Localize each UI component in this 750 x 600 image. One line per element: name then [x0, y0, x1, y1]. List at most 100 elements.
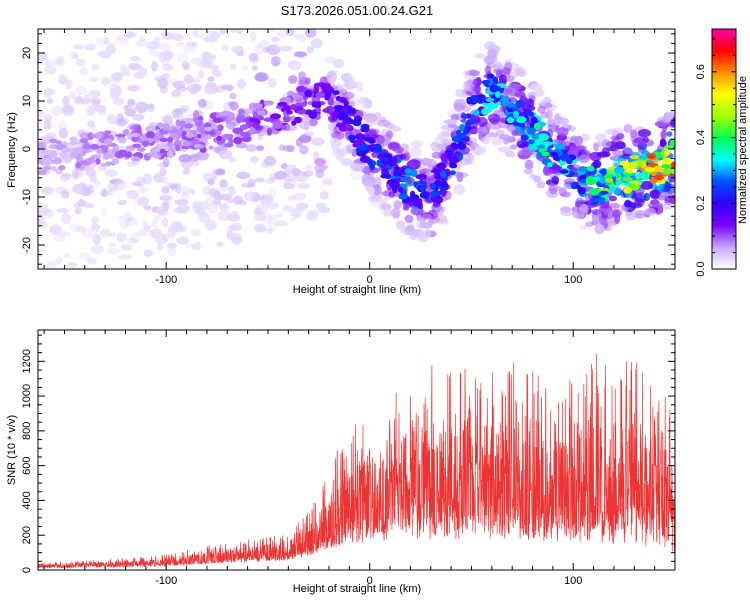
spectrogram-cell: [423, 158, 437, 168]
spectrogram-ridge-cell: [136, 126, 142, 134]
snr-series-line: [38, 353, 675, 569]
spectrogram-cell: [38, 109, 46, 119]
spectrogram-ridge-cell: [419, 191, 430, 199]
spectrogram-cell: [548, 185, 562, 192]
spectrogram-cell: [215, 168, 226, 176]
spectrogram-cell: [219, 29, 227, 35]
spectrogram-ridge-cell: [457, 140, 464, 148]
spectrogram-cell: [281, 205, 294, 212]
spectrogram-cell: [274, 219, 289, 227]
spectrogram-ridge-cell: [577, 187, 586, 195]
spectrogram-ridge-cell: [481, 80, 491, 85]
spectrogram-cell: [204, 219, 217, 231]
spectrogram-ridge-cell: [304, 89, 313, 98]
spectrogram-cell: [296, 205, 307, 212]
spectrogram-ridge-cell: [104, 138, 113, 146]
colorbar-tick-label: 0.4: [695, 130, 707, 145]
spectrogram-ridge-cell: [400, 176, 409, 182]
spectrogram-cell: [137, 67, 148, 77]
spectrogram-cell: [361, 102, 370, 109]
spectrogram-cell: [202, 172, 212, 182]
spectrogram-cell: [235, 29, 244, 34]
spectrogram-cell: [74, 208, 82, 215]
spectrogram-cell: [107, 248, 121, 255]
spectrogram-cell: [594, 224, 605, 235]
spectrogram-cell: [190, 228, 202, 237]
spectrogram-cell: [41, 187, 55, 196]
spectrogram-cell: [42, 59, 50, 69]
spectrogram-ridge-cell: [38, 141, 47, 149]
spectrogram-cell: [616, 132, 625, 140]
spectrogram-cell: [166, 182, 178, 188]
spectrogram-ridge-cell: [308, 111, 318, 119]
spectrogram-ridge-cell: [661, 164, 672, 169]
y-tick-label: 0: [21, 567, 33, 573]
spectrogram-ridge-cell: [417, 201, 423, 210]
spectrogram-cell: [250, 31, 257, 42]
spectrogram-cell: [143, 205, 152, 211]
spectrogram-ridge-cell: [200, 133, 207, 138]
spectrogram-ridge-cell: [635, 172, 646, 179]
spectrogram-cell: [153, 215, 162, 221]
spectrogram-cell: [205, 81, 217, 89]
spectrogram-cell: [68, 50, 78, 60]
spectrogram-ridge-cell: [122, 129, 129, 135]
spectrogram-ridge-cell: [644, 167, 655, 173]
spectrogram-ridge-cell: [547, 162, 553, 168]
spectrogram-ridge-cell: [162, 123, 170, 132]
spectrogram-cell: [229, 101, 239, 111]
spectrogram-cell: [270, 36, 280, 43]
spectrogram-cell: [440, 152, 448, 163]
spectrogram-ridge-cell: [448, 156, 460, 164]
spectrogram-ridge-cell: [615, 179, 622, 186]
spectrogram-ridge-cell: [465, 113, 472, 119]
spectrogram-ridge-cell: [526, 127, 536, 135]
spectrogram-cell: [257, 6, 264, 14]
spectrogram-cell: [91, 216, 100, 224]
spectrogram-cell: [298, 32, 307, 42]
spectrogram-cell: [394, 147, 404, 152]
spectrogram-ridge-cell: [473, 109, 480, 116]
spectrogram-cell: [81, 183, 94, 191]
spectrogram-ridge-cell: [430, 190, 441, 197]
spectrogram-cell: [206, 86, 217, 92]
spectrogram-cell: [79, 66, 89, 77]
spectrogram-cell: [662, 202, 675, 210]
spectrogram-cell: [168, 125, 178, 135]
spectrogram-cell: [186, 83, 200, 94]
spectrogram-ridge-cell: [286, 109, 293, 115]
spectrogram-cell: [249, 9, 260, 19]
spectrogram-ridge-cell: [80, 138, 89, 144]
spectrogram-ridge-cell: [589, 198, 600, 202]
spectrogram-ridge-cell: [240, 131, 251, 138]
spectrogram-cell: [380, 203, 392, 210]
spectrogram-ridge-cell: [449, 170, 456, 176]
spectrogram-cell: [88, 76, 99, 83]
spectrogram-cell: [228, 185, 236, 196]
spectrogram-ridge-cell: [515, 116, 527, 123]
spectrogram-cell: [299, 121, 310, 130]
spectrogram-cell: [211, 68, 220, 74]
spectrogram-ridge-cell: [502, 100, 509, 108]
spectrogram-cell: [100, 206, 108, 218]
spectrogram-ridge-cell: [392, 156, 398, 164]
spectrogram-ridge-cell: [520, 134, 529, 141]
spectrogram-ridge-cell: [277, 101, 288, 107]
spectrogram-cell: [58, 120, 68, 131]
spectrogram-cell: [100, 78, 112, 85]
spectrogram-ridge-cell: [282, 115, 291, 123]
spectrogram-cell: [162, 63, 174, 71]
spectrogram-cell: [92, 233, 102, 245]
spectrogram-ridge-cell: [578, 166, 587, 172]
spectrogram-cell: [266, 0, 280, 5]
spectrogram-cell: [174, 199, 189, 206]
spectrogram-cell: [58, 128, 69, 139]
spectrogram-cell: [615, 141, 626, 150]
spectrogram-ridge-cell: [221, 110, 230, 117]
spectrogram-cell: [96, 50, 110, 58]
spectrogram-ridge-cell: [224, 133, 234, 140]
spectrogram-cell: [333, 59, 345, 69]
spectrogram-ridge-cell: [380, 174, 389, 179]
spectrogram-cell: [218, 149, 233, 160]
spectrogram-cell: [123, 104, 131, 111]
